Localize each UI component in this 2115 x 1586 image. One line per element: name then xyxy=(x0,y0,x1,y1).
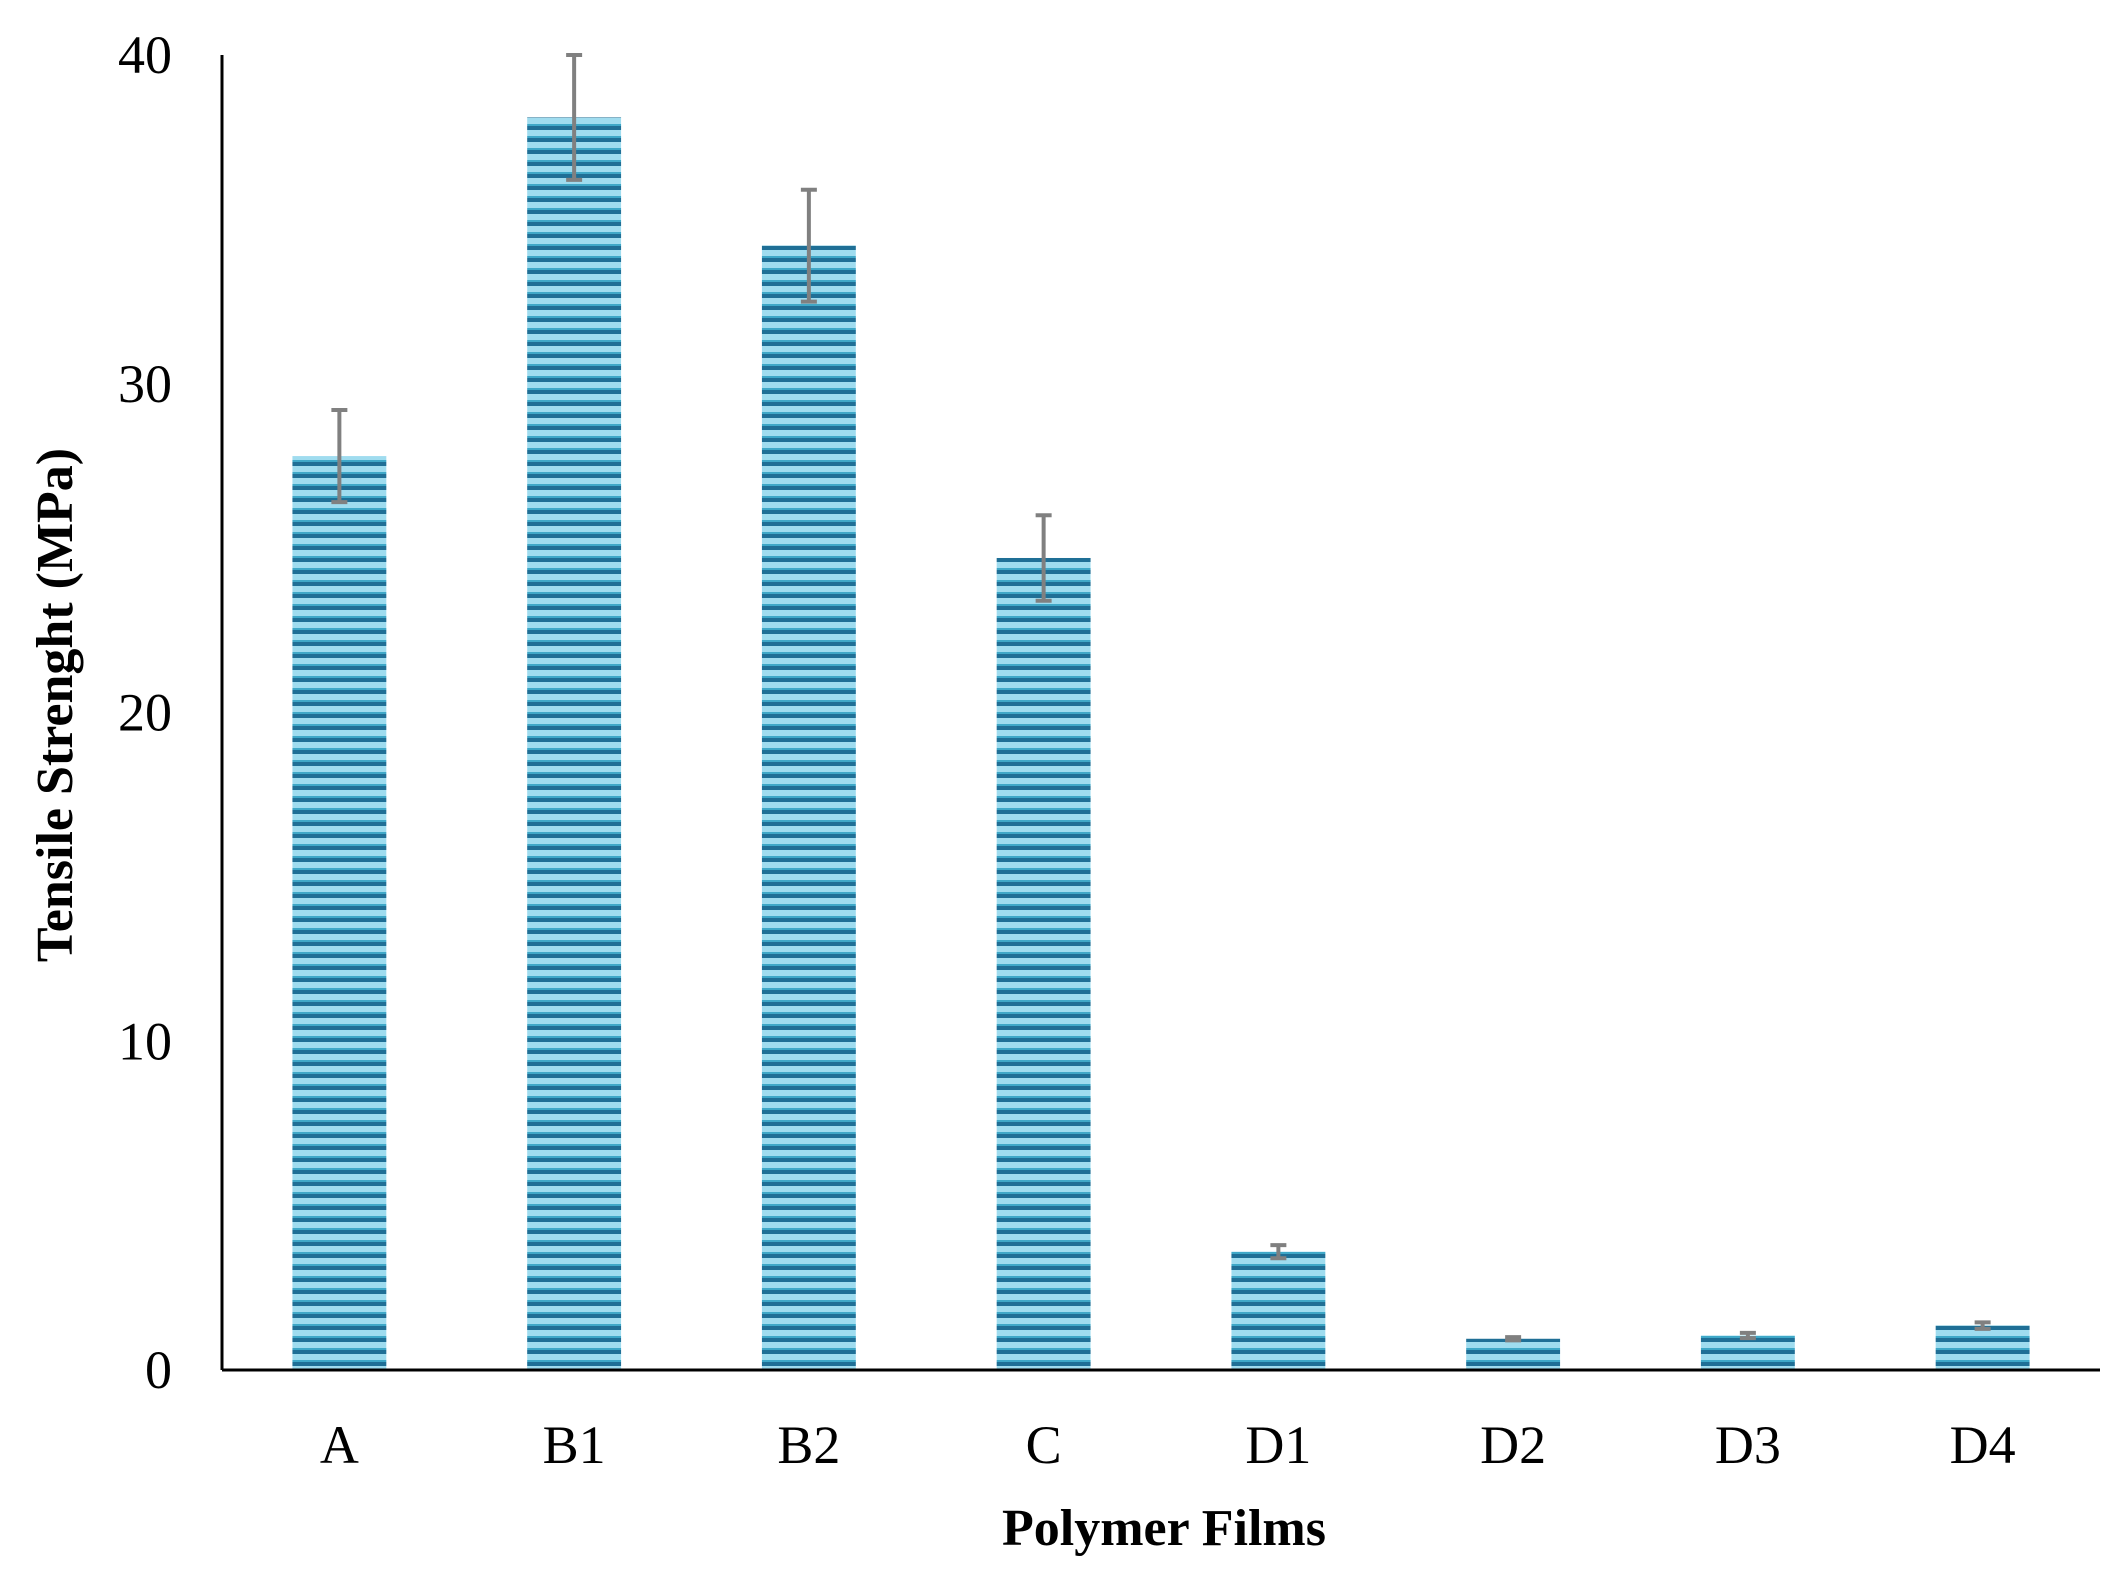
error-bar-b1 xyxy=(566,53,583,182)
bars-layer xyxy=(292,117,2030,1370)
x-tick-label-b2: B2 xyxy=(777,1415,840,1475)
x-tick-label-d1: D1 xyxy=(1245,1415,1311,1475)
bar-d4 xyxy=(1935,1325,2030,1370)
y-tick-label-20: 20 xyxy=(118,683,172,743)
x-tick-label-d3: D3 xyxy=(1715,1415,1781,1475)
y-tick-label-0: 0 xyxy=(145,1340,172,1400)
bar-a xyxy=(292,456,387,1370)
error-bar-b2 xyxy=(800,187,817,304)
bar-d3 xyxy=(1700,1335,1795,1370)
x-axis-title: Polymer Films xyxy=(1002,1500,1326,1557)
bar-c xyxy=(996,557,1091,1370)
error-bar-a xyxy=(331,408,348,505)
y-tick-label-10: 10 xyxy=(118,1011,172,1071)
x-tick-label-c: C xyxy=(1026,1415,1062,1475)
x-tick-label-b1: B1 xyxy=(543,1415,606,1475)
y-axis-title: Tensile Strenght (MPa) xyxy=(27,448,84,962)
bar-b2 xyxy=(761,245,856,1370)
error-bar-d3 xyxy=(1739,1330,1756,1341)
error-bar-d2 xyxy=(1505,1335,1522,1343)
bar-d1 xyxy=(1231,1251,1326,1370)
bar-b1 xyxy=(527,117,622,1370)
error-bar-d1 xyxy=(1270,1243,1287,1261)
error-bars-layer xyxy=(331,53,1991,1343)
x-tick-label-d2: D2 xyxy=(1480,1415,1546,1475)
x-tick-label-d4: D4 xyxy=(1950,1415,2016,1475)
x-tick-label-a: A xyxy=(320,1415,359,1475)
labels-layer: A B1 B2 C D1 D2 D3 D4 0 10 20 30 40 xyxy=(118,25,2016,1475)
error-bar-d4 xyxy=(1974,1320,1991,1331)
y-tick-label-40: 40 xyxy=(118,25,172,85)
y-tick-label-30: 30 xyxy=(118,354,172,414)
axes-layer xyxy=(220,55,2100,1372)
bar-d2 xyxy=(1466,1338,1561,1370)
error-bar-c xyxy=(1035,513,1052,603)
